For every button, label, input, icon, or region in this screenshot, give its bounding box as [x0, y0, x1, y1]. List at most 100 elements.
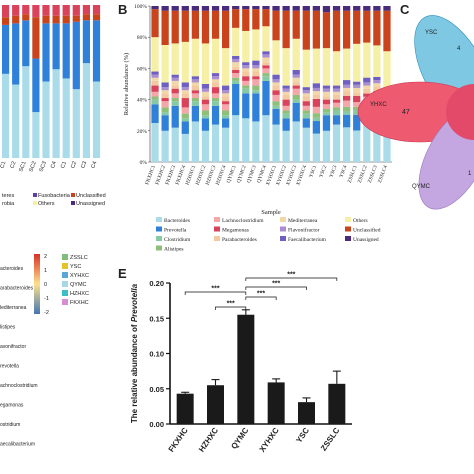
- panel-b-bar-segment: [221, 48, 230, 86]
- panel-b-bar-segment: [332, 10, 341, 52]
- panel-b-bar-segment: [302, 113, 310, 119]
- panel-b-bar-segment: [312, 10, 321, 49]
- panel-b-bar-segment: [252, 65, 260, 69]
- panel-b-bar-segment: [363, 10, 371, 43]
- panel-b-bar-segment: [181, 93, 189, 99]
- panel-a-bar-segment: [42, 5, 50, 16]
- panel-b-bar-segment: [302, 110, 310, 114]
- heatmap-group-label: ZSSLC: [70, 255, 88, 261]
- panel-b-bar-segment: [242, 76, 250, 81]
- panel-b-bar-segment: [181, 82, 189, 88]
- panel-b-bar-segment: [161, 107, 169, 113]
- panel-b-bar-segment: [292, 69, 300, 75]
- panel-b-bar-segment: [151, 99, 159, 105]
- panel-b-bar-segment: [201, 130, 210, 162]
- panel-b-bar-segment: [171, 98, 179, 102]
- panel-b-bar-segment: [282, 88, 290, 92]
- panel-b-bar-segment: [302, 6, 310, 11]
- panel-b-bar-segment: [242, 68, 250, 72]
- panel-e-y-tick-label: 0.20: [149, 279, 164, 288]
- panel-b-bar-segment: [161, 93, 169, 99]
- panel-b-bar-segment: [282, 118, 290, 131]
- panel-b-bar-segment: [201, 118, 210, 131]
- panel-b-bar-segment: [171, 74, 179, 78]
- panel-b-bar-segment: [353, 92, 361, 96]
- panel-b-bar-segment: [312, 106, 321, 114]
- panel-a-bar-segment: [52, 5, 60, 16]
- panel-a-x-tick-label: SC2: [28, 161, 37, 173]
- panel-b-bar-segment: [292, 94, 300, 100]
- panel-b-bar-segment: [151, 91, 159, 97]
- panel-b-bar-segment: [191, 85, 200, 91]
- panel-a-x-tick-label: SC3: [39, 161, 48, 173]
- panel-b-bar-segment: [342, 95, 351, 101]
- panel-b-bar-segment: [282, 110, 290, 114]
- panel-b-bar-segment: [191, 101, 200, 106]
- panel-b-bar-segment: [332, 51, 341, 86]
- panel-b-bar-segment: [191, 93, 200, 99]
- panel-b-legend-swatch: [214, 236, 220, 241]
- panel-a-bar-segment: [72, 15, 80, 22]
- panel-b-bar-segment: [342, 80, 351, 85]
- panel-b-bar-segment: [221, 96, 230, 102]
- panel-c-letter: C: [400, 2, 410, 17]
- panel-b-bar-segment: [161, 82, 169, 88]
- panel-b-bar-segment: [342, 6, 351, 11]
- panel-a-bar-segment: [32, 58, 40, 113]
- panel-b-legend-label: Bacteroides: [164, 218, 190, 224]
- panel-b-bar-segment: [151, 85, 159, 92]
- panel-b-bar-segment: [282, 85, 290, 89]
- panel-b-bar-segment: [171, 80, 179, 86]
- panel-b-bar-segment: [211, 93, 220, 99]
- panel-a-bar-segment: [22, 14, 30, 21]
- panel-b-bar-segment: [252, 79, 260, 86]
- panel-b-bar-segment: [232, 59, 240, 63]
- panel-b-bar-segment: [312, 133, 321, 162]
- panel-b-bar-segment: [262, 73, 270, 77]
- panel-b-bar-segment: [151, 77, 159, 81]
- panel-b-bar-segment: [292, 85, 300, 89]
- panel-b-bar-segment: [201, 88, 210, 92]
- panel-a-bar-segment: [42, 81, 50, 158]
- panel-b-bar-segment: [252, 60, 260, 66]
- panel-b-bar-segment: [252, 29, 260, 61]
- panel-b-bar-segment: [292, 38, 300, 70]
- panel-b-bar-segment: [262, 76, 270, 81]
- panel-b-bar-segment: [353, 114, 361, 131]
- panel-b-bar-segment: [211, 87, 220, 94]
- panel-b-bar-segment: [373, 6, 381, 11]
- panel-b-bar-segment: [151, 123, 159, 162]
- panel-b-bar-segment: [312, 6, 321, 11]
- panel-b-bar-segment: [342, 127, 351, 162]
- panel-b-bar-segment: [322, 6, 331, 13]
- panel-e-bar: [176, 393, 194, 424]
- panel-a-bar-segment: [72, 21, 80, 90]
- panel-b-bar-segment: [363, 82, 371, 86]
- panel-b-bar-segment: [322, 130, 331, 162]
- panel-b-bar-segment: [161, 87, 169, 91]
- panel-b-legend-label: Alistipes: [164, 247, 184, 253]
- panel-b-bar-segment: [312, 91, 321, 95]
- panel-b-bar-segment: [252, 76, 260, 80]
- panel-a-x-tick-label: C3: [80, 161, 88, 170]
- venn-label-yhxc: YHXC: [370, 102, 387, 108]
- panel-b-chart: 0% 20% 40% 60% 80% 100% Relative abundance (%)…: [123, 4, 392, 253]
- heatmap-group-label: HZHXC: [70, 291, 89, 297]
- panel-b-bar-segment: [342, 100, 351, 107]
- panel-b-legend-label: Prevotella: [164, 228, 187, 234]
- panel-e-x-tick-label: HZHXC: [197, 426, 220, 454]
- heatmap-group-swatch: [62, 281, 68, 287]
- panel-b-bar-segment: [353, 43, 361, 82]
- panel-b-bar-segment: [242, 93, 250, 119]
- venn-value-ysc: 4: [457, 46, 461, 52]
- panel-e-y-axis-title: The relative abundance of Prevotella: [130, 283, 139, 423]
- panel-b-bar-segment: [161, 101, 169, 108]
- panel-b-bar-segment: [302, 118, 310, 128]
- panel-b-bar-segment: [282, 130, 290, 162]
- panel-b-bar-segment: [232, 73, 240, 78]
- panel-b-bar-segment: [201, 91, 210, 97]
- panel-b-bar-segment: [342, 84, 351, 88]
- heatmap-group-swatch: [62, 290, 68, 296]
- heatmap-colorbar: [34, 254, 40, 314]
- panel-b-bar-segment: [161, 112, 169, 116]
